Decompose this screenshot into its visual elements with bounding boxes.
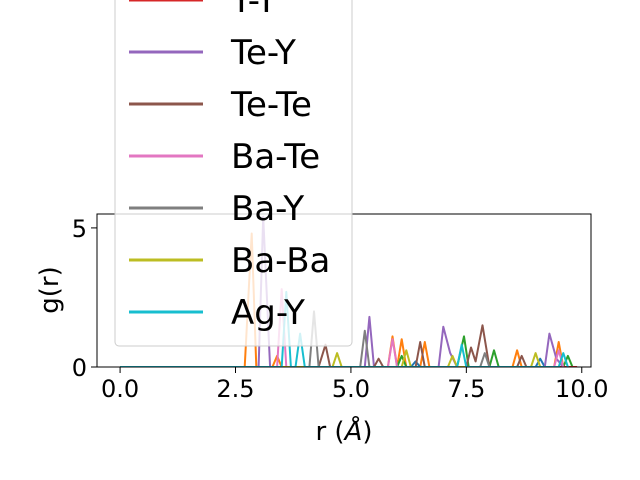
legend-label-ba-te: Ba-Te — [231, 137, 320, 177]
y-axis-label: g(r) — [35, 266, 65, 313]
x-axis-label: r (Å) — [315, 415, 372, 447]
series-line-unlabeled-2 — [120, 335, 574, 367]
series-line-te-te — [120, 324, 528, 367]
x-tick-label: 2.5 — [216, 375, 254, 403]
y-tick-label: 0 — [72, 354, 87, 382]
x-axis: 0.0 2.5 5.0 7.5 10.0 — [101, 367, 608, 403]
legend-label-te-te: Te-Te — [230, 85, 312, 125]
series-line-unlabeled-3 — [120, 357, 546, 367]
series-line-ba-ba — [120, 349, 542, 367]
legend-label-ba-y: Ba-Y — [231, 189, 304, 229]
x-tick-label: 5.0 — [332, 375, 370, 403]
legend-label-y-y: Y-Y — [230, 0, 277, 21]
legend-label-ba-ba: Ba-Ba — [231, 241, 330, 281]
legend: Y-Y Te-Y Te-Te Ba-Te Ba-Y Ba-Ba Ag-Y — [114, 0, 353, 347]
legend-label-te-y: Te-Y — [230, 33, 296, 73]
x-tick-label: 7.5 — [447, 375, 485, 403]
y-axis: 05 — [72, 215, 97, 382]
x-tick-label: 0.0 — [101, 375, 139, 403]
y-tick-label: 5 — [72, 215, 87, 243]
legend-label-ag-y: Ag-Y — [231, 293, 305, 333]
x-tick-label: 10.0 — [555, 375, 608, 403]
